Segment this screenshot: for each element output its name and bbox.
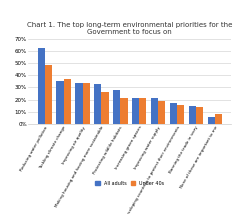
Bar bbox=[158, 101, 165, 124]
Bar bbox=[113, 90, 120, 124]
Bar bbox=[56, 81, 64, 124]
Bar bbox=[151, 98, 158, 124]
Bar bbox=[120, 98, 127, 124]
Bar bbox=[94, 84, 101, 124]
Bar bbox=[196, 107, 203, 124]
Bar bbox=[177, 105, 184, 124]
Title: Chart 1. The top long-term environmental priorities for the
Government to focus : Chart 1. The top long-term environmental… bbox=[27, 22, 232, 35]
Bar bbox=[215, 114, 222, 124]
Bar bbox=[132, 98, 139, 124]
Bar bbox=[101, 92, 109, 124]
Bar bbox=[208, 117, 215, 124]
Bar bbox=[83, 83, 90, 124]
Bar bbox=[189, 106, 196, 124]
Bar bbox=[45, 65, 52, 124]
Bar bbox=[64, 79, 71, 124]
Bar bbox=[38, 48, 45, 124]
Legend: All adults, Under 40s: All adults, Under 40s bbox=[95, 181, 164, 186]
Bar bbox=[75, 83, 83, 124]
Bar bbox=[170, 103, 177, 124]
Bar bbox=[139, 98, 146, 124]
